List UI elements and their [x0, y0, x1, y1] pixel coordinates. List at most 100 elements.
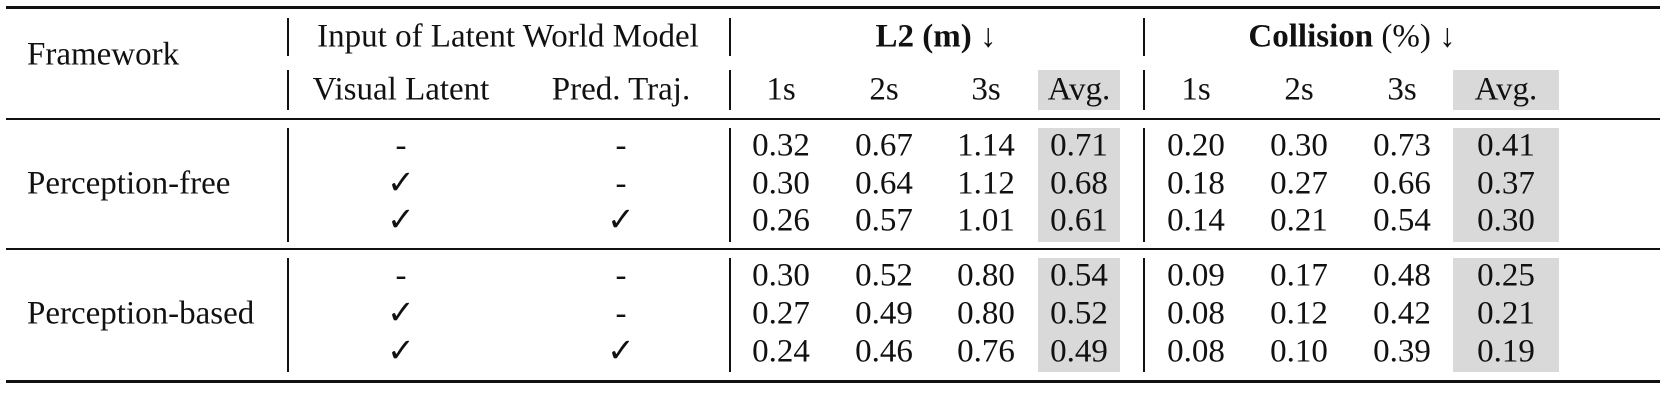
- collision-avg-value: 0.30: [1477, 202, 1535, 239]
- l2-2s-value: 0.52: [855, 257, 913, 294]
- l2-1s-value: 0.24: [752, 333, 810, 370]
- group-rule: [6, 248, 1660, 250]
- body-separator-g2-1: [287, 258, 289, 372]
- header-separator-1: [287, 18, 289, 56]
- collision-avg-shade-group1: [1453, 128, 1559, 242]
- collision-2s-value: 0.17: [1270, 257, 1328, 294]
- l2-1s-value: 0.26: [752, 202, 810, 239]
- l2-2s-header: 2s: [869, 71, 899, 108]
- collision-1s-value: 0.20: [1167, 127, 1225, 164]
- l2-2s-value: 0.46: [855, 333, 913, 370]
- collision-group-header: Collision (%) ↓: [1248, 18, 1456, 55]
- collision-avg-value: 0.41: [1477, 127, 1535, 164]
- visual-latent-cell: ✓: [387, 202, 415, 239]
- visual-latent-cell: ✓: [387, 165, 415, 202]
- collision-1s-header: 1s: [1181, 71, 1211, 108]
- collision-2s-value: 0.12: [1270, 295, 1328, 332]
- collision-avg-header-shade: [1453, 70, 1559, 110]
- l2-1s-value: 0.30: [752, 257, 810, 294]
- framework-perception-based: Perception-based: [27, 295, 255, 332]
- pred-traj-cell: -: [615, 127, 627, 164]
- visual-latent-cell: -: [395, 257, 407, 294]
- body-separator-g1-3: [1143, 128, 1145, 242]
- pred-traj-header: Pred. Traj.: [551, 71, 691, 108]
- collision-label: Collision: [1248, 18, 1374, 55]
- collision-3s-value: 0.73: [1373, 127, 1431, 164]
- collision-unit: (%): [1381, 18, 1431, 55]
- collision-avg-value: 0.19: [1477, 333, 1535, 370]
- collision-avg-value: 0.37: [1477, 165, 1535, 202]
- collision-avg-value: 0.21: [1477, 295, 1535, 332]
- subheader-separator-3: [1143, 70, 1145, 110]
- l2-avg-value: 0.61: [1050, 202, 1108, 239]
- l2-avg-value: 0.54: [1050, 257, 1108, 294]
- subheader-separator-2: [729, 70, 731, 110]
- l2-avg-shade-group2: [1038, 258, 1120, 372]
- pred-traj-cell: -: [615, 257, 627, 294]
- pred-traj-cell: ✓: [607, 202, 635, 239]
- collision-2s-value: 0.21: [1270, 202, 1328, 239]
- pred-traj-cell: -: [615, 295, 627, 332]
- collision-1s-value: 0.14: [1167, 202, 1225, 239]
- l2-avg-header-shade: [1038, 70, 1120, 110]
- collision-1s-value: 0.18: [1167, 165, 1225, 202]
- l2-avg-value: 0.52: [1050, 295, 1108, 332]
- l2-avg-header: Avg.: [1047, 71, 1111, 108]
- body-separator-g2-2: [729, 258, 731, 372]
- collision-3s-header: 3s: [1387, 71, 1417, 108]
- l2-3s-value: 0.76: [957, 333, 1015, 370]
- collision-2s-value: 0.27: [1270, 165, 1328, 202]
- collision-avg-value: 0.25: [1477, 257, 1535, 294]
- collision-3s-value: 0.42: [1373, 295, 1431, 332]
- collision-2s-value: 0.10: [1270, 333, 1328, 370]
- collision-3s-value: 0.54: [1373, 202, 1431, 239]
- bottom-rule: [6, 380, 1660, 383]
- l2-3s-value: 1.12: [957, 165, 1015, 202]
- l2-1s-value: 0.27: [752, 295, 810, 332]
- l2-avg-value: 0.68: [1050, 165, 1108, 202]
- collision-3s-value: 0.66: [1373, 165, 1431, 202]
- l2-group-header: L2 (m) ↓: [875, 18, 997, 55]
- visual-latent-cell: ✓: [387, 333, 415, 370]
- collision-1s-value: 0.08: [1167, 295, 1225, 332]
- body-separator-g2-3: [1143, 258, 1145, 372]
- l2-3s-value: 1.14: [957, 127, 1015, 164]
- top-rule: [6, 6, 1660, 9]
- visual-latent-cell: -: [395, 127, 407, 164]
- collision-3s-value: 0.48: [1373, 257, 1431, 294]
- collision-avg-shade-group2: [1453, 258, 1559, 372]
- l2-down-arrow: ↓: [979, 18, 997, 55]
- l2-3s-header: 3s: [971, 71, 1001, 108]
- collision-3s-value: 0.39: [1373, 333, 1431, 370]
- l2-1s-value: 0.30: [752, 165, 810, 202]
- header-rule: [6, 118, 1660, 120]
- collision-1s-value: 0.08: [1167, 333, 1225, 370]
- collision-down-arrow: ↓: [1439, 18, 1456, 55]
- collision-2s-header: 2s: [1284, 71, 1314, 108]
- l2-3s-value: 0.80: [957, 257, 1015, 294]
- pred-traj-cell: ✓: [607, 333, 635, 370]
- collision-avg-header: Avg.: [1474, 71, 1538, 108]
- framework-header: Framework: [27, 36, 180, 73]
- l2-avg-value: 0.49: [1050, 333, 1108, 370]
- header-separator-3: [1143, 18, 1145, 56]
- l2-3s-value: 0.80: [957, 295, 1015, 332]
- subheader-separator-1: [287, 70, 289, 110]
- header-separator-2: [729, 18, 731, 56]
- collision-2s-value: 0.30: [1270, 127, 1328, 164]
- l2-label: L2 (m): [875, 18, 972, 55]
- visual-latent-header: Visual Latent: [312, 71, 490, 108]
- l2-1s-value: 0.32: [752, 127, 810, 164]
- input-group-header: Input of Latent World Model: [317, 18, 699, 55]
- l2-2s-value: 0.57: [855, 202, 913, 239]
- l2-2s-value: 0.64: [855, 165, 913, 202]
- l2-1s-header: 1s: [766, 71, 796, 108]
- l2-3s-value: 1.01: [957, 202, 1015, 239]
- pred-traj-cell: -: [615, 165, 627, 202]
- l2-avg-shade-group1: [1038, 128, 1120, 242]
- collision-1s-value: 0.09: [1167, 257, 1225, 294]
- l2-avg-value: 0.71: [1050, 127, 1108, 164]
- l2-2s-value: 0.49: [855, 295, 913, 332]
- l2-2s-value: 0.67: [855, 127, 913, 164]
- visual-latent-cell: ✓: [387, 295, 415, 332]
